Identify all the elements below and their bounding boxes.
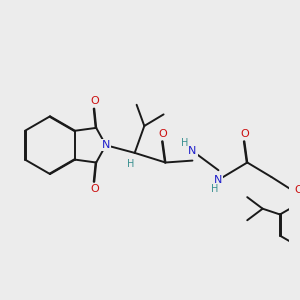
Text: N: N [214, 175, 223, 185]
Text: O: O [240, 129, 249, 139]
Text: N: N [188, 146, 196, 156]
Text: O: O [294, 185, 300, 195]
Text: O: O [158, 129, 167, 139]
Text: H: H [127, 159, 134, 170]
Text: O: O [90, 96, 99, 106]
Text: N: N [102, 140, 110, 150]
Text: H: H [211, 184, 218, 194]
Text: H: H [181, 138, 188, 148]
Text: O: O [90, 184, 99, 194]
